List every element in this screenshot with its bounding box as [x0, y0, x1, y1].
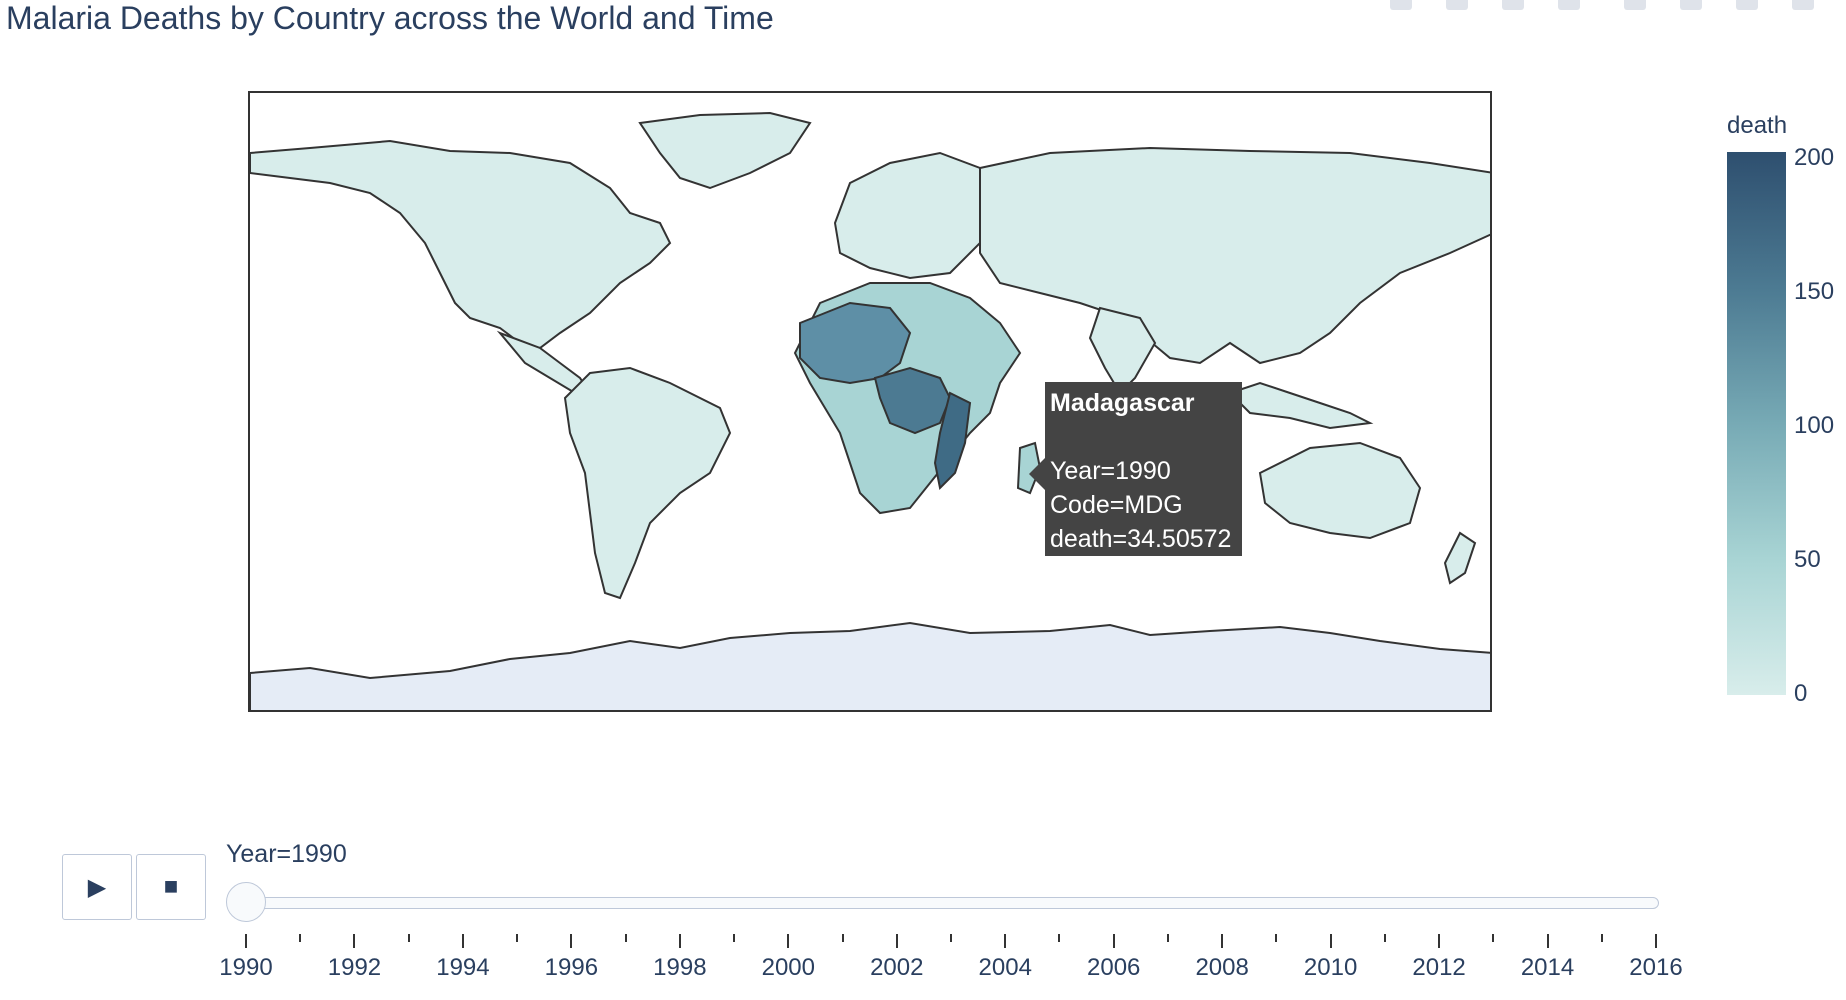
slider-major-tick [787, 934, 790, 948]
lasso-icon[interactable] [1558, 0, 1580, 10]
slider-tick-label[interactable]: 1994 [436, 954, 490, 981]
indonesia-shape [1228, 381, 1374, 430]
asia-shape [979, 146, 1490, 365]
slider-minor-tick [950, 934, 952, 942]
north-america-shape [250, 139, 672, 350]
colorbar-tick-0: 0 [1794, 680, 1808, 707]
slider-tick-label[interactable]: 2008 [1195, 954, 1249, 981]
central-africa-shape [873, 366, 952, 435]
camera-icon[interactable] [1390, 0, 1412, 10]
slider-minor-tick [1058, 934, 1061, 942]
tooltip-death: death=34.50572 [1050, 525, 1232, 553]
antarctica-shape [250, 621, 1490, 710]
slider-major-tick [1438, 934, 1441, 948]
new-zealand-shape [1443, 531, 1477, 585]
colorbar-tick-150: 150 [1794, 278, 1835, 305]
slider-major-tick [245, 934, 247, 948]
tooltip-code: Code=MDG [1050, 491, 1183, 519]
slider-major-tick [895, 934, 898, 948]
greenland-shape [638, 111, 812, 190]
world-map[interactable] [248, 91, 1492, 712]
slider-minor-tick [1166, 934, 1169, 942]
slider-major-tick [1112, 934, 1115, 948]
slider-tick-label[interactable]: 2000 [761, 954, 815, 981]
stop-button[interactable]: ■ [136, 854, 206, 920]
chart-title: Malaria Deaths by Country across the Wor… [6, 0, 774, 36]
slider-major-tick [461, 934, 464, 948]
slider-minor-tick [1492, 934, 1495, 942]
year-slider-track[interactable] [233, 897, 1659, 909]
slider-major-tick [1546, 934, 1549, 948]
modebar [1390, 0, 1846, 12]
europe-shape [833, 151, 992, 280]
slider-tick-label[interactable]: 2010 [1303, 954, 1358, 981]
slider-tick-label[interactable]: 1998 [653, 954, 707, 981]
slider-major-tick [353, 934, 356, 948]
west-africa-shape [799, 301, 912, 385]
slider-tick-label[interactable]: 1992 [327, 954, 382, 981]
slider-major-tick [1004, 934, 1007, 948]
slider-minor-tick [1275, 934, 1278, 942]
zoom-icon[interactable] [1446, 0, 1468, 10]
slider-major-tick [1655, 934, 1657, 948]
slider-tick-label[interactable]: 1996 [544, 954, 599, 981]
slider-tick-label[interactable]: 2006 [1086, 954, 1141, 981]
slider-tick-label[interactable]: 2014 [1520, 954, 1575, 981]
slider-major-tick [1221, 934, 1224, 948]
zoom-out-icon[interactable] [1680, 0, 1702, 10]
slider-tick-label[interactable]: 2002 [870, 954, 924, 981]
slider-tick-label[interactable]: 2016 [1629, 954, 1683, 981]
slider-minor-tick [407, 934, 410, 942]
colorbar [1727, 152, 1786, 695]
slider-current-label: Year=1990 [226, 840, 347, 868]
south-america-shape [563, 366, 732, 600]
slider-major-tick [570, 934, 573, 948]
tooltip-arrow [1029, 458, 1045, 490]
play-button[interactable]: ▶ [62, 854, 132, 920]
pan-icon[interactable] [1502, 0, 1524, 10]
autoscale-icon[interactable] [1736, 0, 1758, 10]
colorbar-tick-50: 50 [1794, 546, 1821, 573]
slider-minor-tick [841, 934, 844, 942]
colorbar-tick-200: 200 [1794, 144, 1835, 171]
slider-tick-label[interactable]: 1990 [219, 954, 273, 981]
reset-icon[interactable] [1792, 0, 1814, 10]
year-slider-handle[interactable] [226, 882, 266, 922]
colorbar-tick-100: 100 [1794, 412, 1835, 439]
zoom-in-icon[interactable] [1624, 0, 1646, 10]
slider-tick-label[interactable]: 2004 [978, 954, 1032, 981]
slider-tick-label[interactable]: 2012 [1412, 954, 1466, 981]
tooltip-year: Year=1990 [1050, 457, 1171, 485]
hover-tooltip: Madagascar Year=1990 Code=MDG death=34.5… [1045, 382, 1242, 556]
map-svg [250, 111, 1490, 710]
australia-shape [1258, 441, 1422, 540]
slider-minor-tick [733, 934, 736, 942]
slider-major-tick [1329, 934, 1332, 948]
slider-major-tick [678, 934, 681, 948]
colorbar-title: death [1727, 112, 1788, 139]
slider-minor-tick [516, 934, 519, 942]
slider-minor-tick [1600, 934, 1603, 942]
slider-minor-tick [299, 934, 302, 942]
mozambique-shape [933, 391, 972, 491]
slider-minor-tick [624, 934, 627, 942]
slider-minor-tick [1383, 934, 1386, 942]
tooltip-country: Madagascar [1050, 389, 1195, 417]
